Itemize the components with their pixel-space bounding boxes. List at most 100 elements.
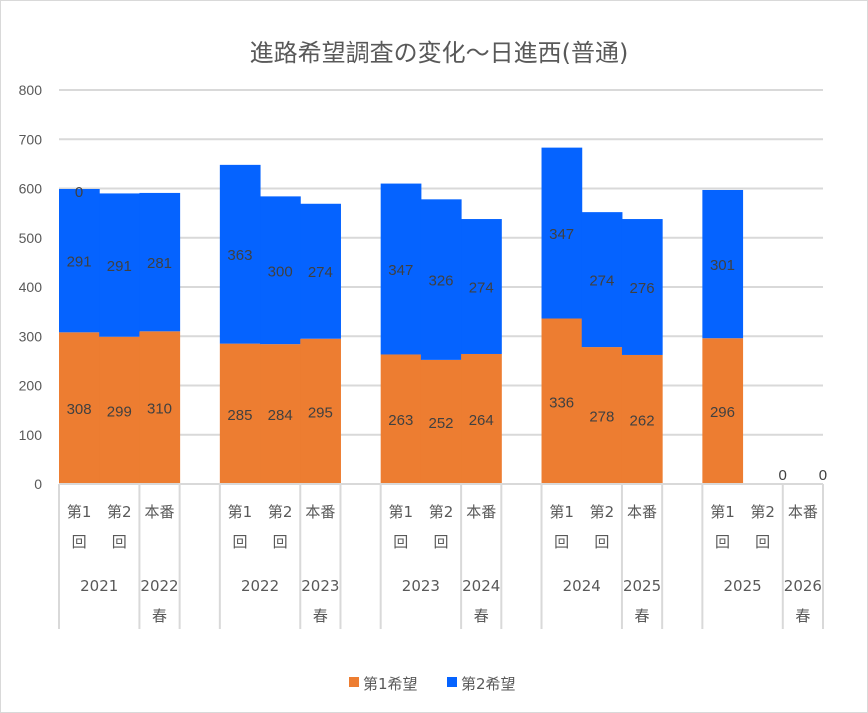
data-label-first-choice: 336 xyxy=(549,394,574,411)
data-label-first-choice: 299 xyxy=(107,403,132,420)
y-tick-label: 300 xyxy=(19,328,43,344)
y-tick-label: 800 xyxy=(19,82,43,98)
legend-label-second-choice: 第2希望 xyxy=(461,675,516,693)
bar-second-choice xyxy=(99,193,140,337)
bar-second-choice xyxy=(541,147,583,319)
x-year-label: 2023 春 xyxy=(301,577,339,625)
data-label-second-choice: 347 xyxy=(549,226,574,243)
bar-first-choice xyxy=(59,332,100,484)
data-label-second-choice: 326 xyxy=(428,273,453,290)
x-year-label: 2022 xyxy=(241,577,279,595)
x-sub-category-label: 第2 回 xyxy=(590,503,615,551)
x-sub-category-label: 第2 回 xyxy=(107,503,132,551)
bar-first-choice xyxy=(621,354,663,484)
y-tick-label: 700 xyxy=(19,131,43,147)
x-sub-category-label: 本番 xyxy=(466,503,496,521)
data-label-second-choice: 347 xyxy=(388,262,413,279)
x-sub-category-label: 本番 xyxy=(788,503,818,521)
bar-second-choice xyxy=(219,164,261,344)
bar-first-choice xyxy=(702,338,744,484)
x-sub-category-label: 第2 回 xyxy=(429,503,454,551)
data-label-second-choice: 274 xyxy=(469,280,494,297)
legend-label-first-choice: 第1希望 xyxy=(363,675,418,693)
data-label-first-choice: 295 xyxy=(308,404,333,421)
data-label-first-choice: 262 xyxy=(630,412,655,429)
bar-first-choice xyxy=(139,331,181,484)
data-label-first-choice: 285 xyxy=(227,407,252,424)
data-label-total: 0 xyxy=(75,184,83,201)
data-label-first-choice: 284 xyxy=(268,407,293,424)
data-label-second-choice: 363 xyxy=(227,247,252,264)
x-sub-category-label: 本番 xyxy=(627,503,657,521)
data-labels: 308 291 299 291 310 281 285 363 284 300 295 274 263 3… xyxy=(67,184,827,484)
bar-first-choice xyxy=(380,354,422,484)
bars xyxy=(59,147,744,484)
bar-second-choice xyxy=(420,199,462,360)
bar-second-choice xyxy=(621,219,663,355)
bar-first-choice xyxy=(219,343,261,484)
x-sub-category-label: 第2 回 xyxy=(750,503,775,551)
x-year-label: 2022 春 xyxy=(140,577,178,625)
bar-first-choice xyxy=(581,347,623,484)
legend: 第1希望 第2希望 xyxy=(349,675,516,693)
legend-swatch-first-choice xyxy=(349,677,359,687)
data-label-second-choice: 291 xyxy=(107,258,132,275)
x-year-label: 2024 xyxy=(563,577,601,595)
data-label-first-choice: 0 xyxy=(779,467,787,484)
bar-first-choice xyxy=(461,353,502,484)
x-year-label: 2021 xyxy=(80,577,118,595)
x-sub-category-label: 第1 回 xyxy=(549,503,574,551)
data-label-first-choice: 263 xyxy=(388,412,413,429)
y-tick-label: 400 xyxy=(19,279,43,295)
bar-first-choice xyxy=(300,338,341,484)
data-label-second-choice: 301 xyxy=(710,257,735,274)
data-label-first-choice: 252 xyxy=(428,415,453,432)
y-tick-label: 600 xyxy=(19,181,43,197)
data-label-second-choice: 276 xyxy=(630,280,655,297)
x-sub-category-label: 本番 xyxy=(305,503,335,521)
y-tick-label: 100 xyxy=(19,427,43,443)
x-sub-category-label: 第1 回 xyxy=(389,503,414,551)
data-label-second-choice: 281 xyxy=(147,255,172,272)
x-year-label: 2025 xyxy=(723,577,761,595)
bar-second-choice xyxy=(380,183,422,355)
x-sub-category-label: 第1 回 xyxy=(67,503,92,551)
data-label-first-choice: 278 xyxy=(589,409,614,426)
bar-first-choice xyxy=(260,344,301,484)
chart-title: 進路希望調査の変化～日進西(普通) xyxy=(250,39,629,67)
bar-second-choice xyxy=(139,192,181,332)
data-label-second-choice: 274 xyxy=(589,273,614,290)
x-sub-category-label: 第1 回 xyxy=(710,503,735,551)
data-label-second-choice: 300 xyxy=(268,263,293,280)
x-year-label: 2025 春 xyxy=(623,577,661,625)
bar-second-choice xyxy=(702,189,744,339)
y-tick-label: 200 xyxy=(19,378,43,394)
bar-second-choice xyxy=(260,196,301,345)
bar-first-choice xyxy=(541,318,583,484)
data-label-first-choice: 310 xyxy=(147,401,172,418)
bar-second-choice xyxy=(461,219,502,354)
data-label-first-choice: 0 xyxy=(819,467,827,484)
x-year-label: 2024 春 xyxy=(462,577,500,625)
data-label-first-choice: 264 xyxy=(469,412,494,429)
data-label-second-choice: 274 xyxy=(308,264,333,281)
x-sub-category-label: 本番 xyxy=(145,503,175,521)
x-sub-category-label: 第2 回 xyxy=(268,503,293,551)
y-axis-ticks: 0 100 200 300 400 500 600 700 800 xyxy=(19,82,43,492)
x-year-label: 2023 xyxy=(402,577,440,595)
y-tick-label: 500 xyxy=(19,230,43,246)
bar-second-choice xyxy=(59,188,100,333)
y-tick-label: 0 xyxy=(34,476,42,492)
legend-swatch-second-choice xyxy=(447,677,457,687)
bar-second-choice xyxy=(581,212,623,348)
x-year-label: 2026 春 xyxy=(784,577,822,625)
data-label-second-choice: 291 xyxy=(67,254,92,271)
bar-first-choice xyxy=(99,336,140,484)
data-label-first-choice: 308 xyxy=(67,401,92,418)
data-label-first-choice: 296 xyxy=(710,404,735,421)
bar-second-choice xyxy=(300,203,341,339)
x-sub-category-label: 第1 回 xyxy=(228,503,253,551)
